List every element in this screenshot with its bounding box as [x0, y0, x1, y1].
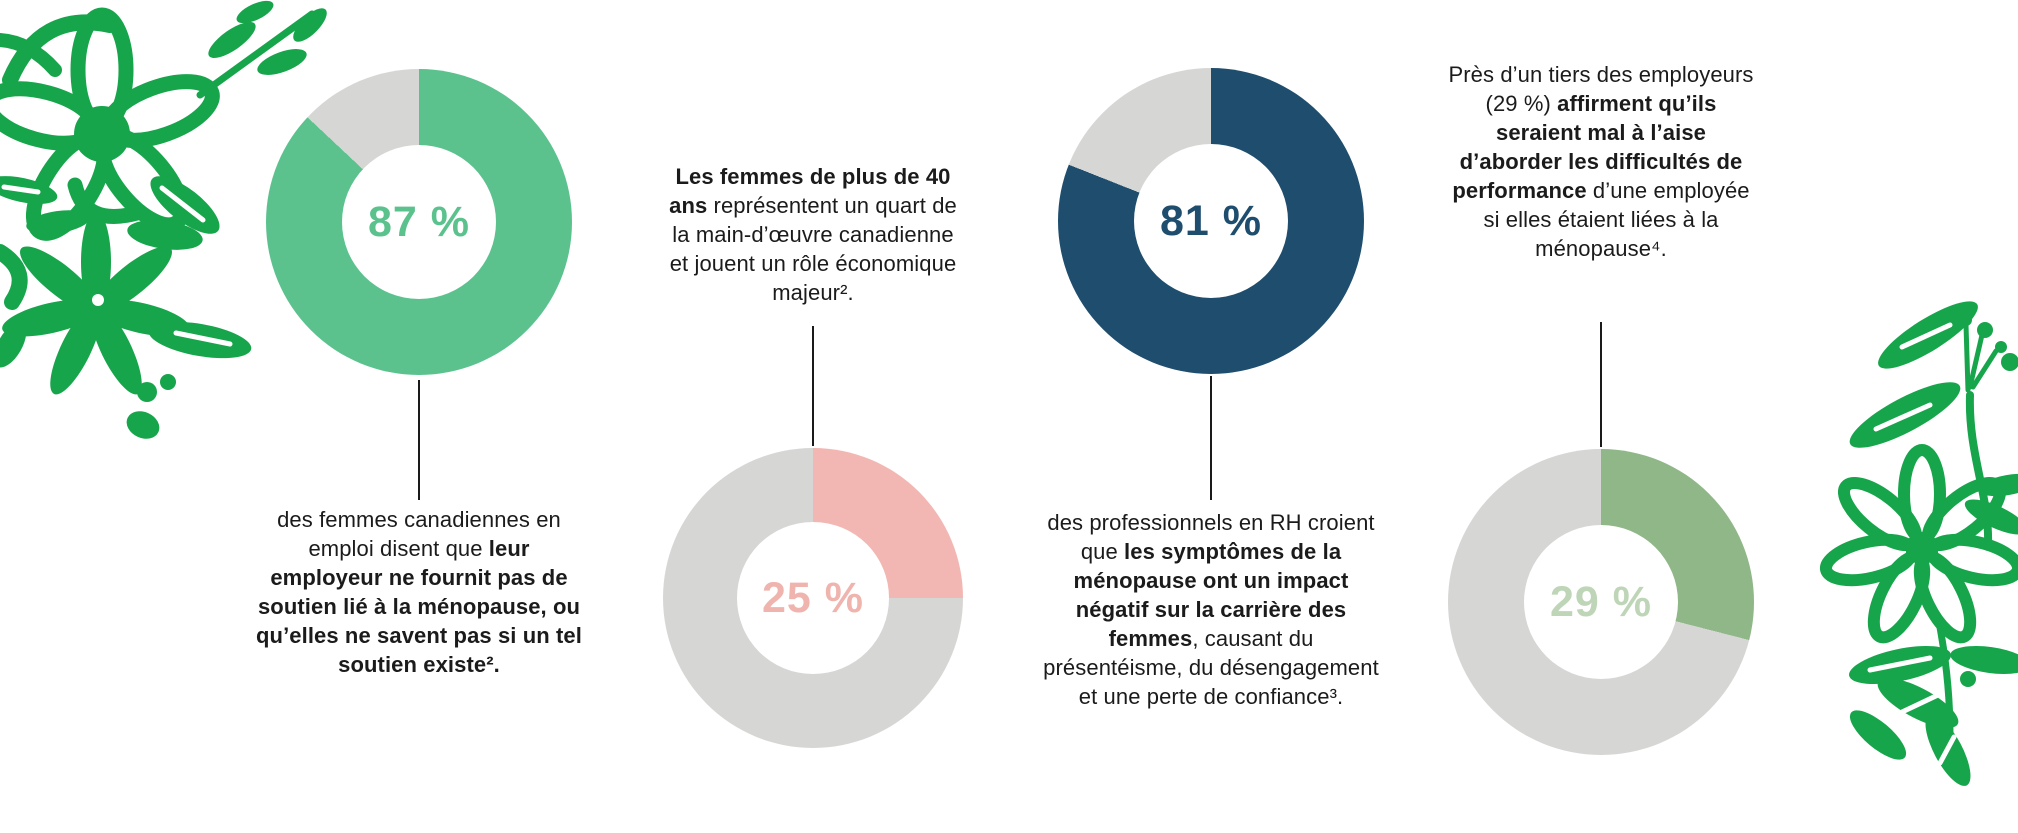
stat-caption-87: des femmes canadiennes en emploi disent … — [256, 507, 582, 677]
donut-chart-29: 29 % — [1448, 449, 1754, 755]
donut-chart-25: 25 % — [663, 448, 963, 748]
connector-line-1 — [418, 380, 420, 500]
flower-right-icon — [1819, 301, 2018, 786]
donut-chart-81: 81 % — [1058, 68, 1364, 374]
donut-hole: 81 % — [1133, 143, 1289, 299]
donut-value-label-25: 25 % — [761, 573, 864, 622]
donut-chart-87: 87 % — [266, 69, 572, 375]
stat-caption-81: des professionnels en RH croient que les… — [1043, 510, 1379, 709]
donut-value-label-87: 87 % — [367, 197, 470, 246]
donut-value-label-81: 81 % — [1159, 196, 1262, 245]
stat-caption-25: Les femmes de plus de 40 ans représenten… — [669, 164, 957, 305]
donut-hole: 87 % — [341, 144, 497, 300]
donut-hole: 29 % — [1523, 524, 1679, 680]
donut-hole: 25 % — [737, 522, 889, 674]
connector-line-4 — [1600, 322, 1602, 447]
flower-illustration-right — [1818, 295, 2018, 833]
connector-line-3 — [1210, 376, 1212, 500]
connector-line-2 — [812, 326, 814, 446]
donut-value-label-29: 29 % — [1549, 577, 1652, 626]
stat-caption-29: Près d’un tiers des employeurs (29 %) af… — [1448, 62, 1754, 261]
